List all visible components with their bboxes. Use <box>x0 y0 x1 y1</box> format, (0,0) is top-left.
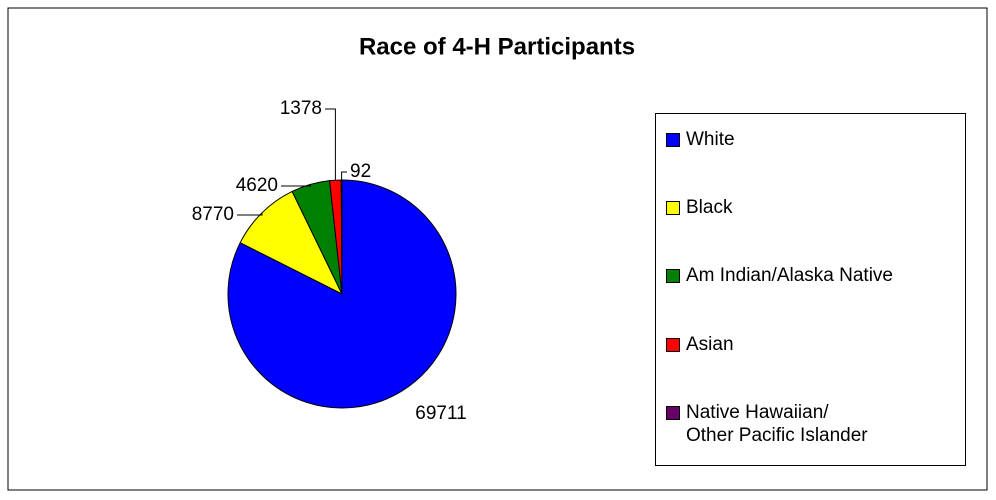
legend-swatch <box>666 201 680 215</box>
legend-label: Native Hawaiian/ Other Pacific Islander <box>686 402 868 446</box>
legend-entry: Asian <box>666 333 734 356</box>
pie-slice <box>227 179 457 409</box>
legend-entry: Native Hawaiian/ Other Pacific Islander <box>666 401 868 447</box>
chart-title: Race of 4-H Participants <box>359 33 635 60</box>
legend-label: White <box>686 129 735 150</box>
data-label: 69711 <box>415 403 466 424</box>
legend-swatch <box>666 269 680 283</box>
legend-entry: White <box>666 128 735 151</box>
legend: White Black Am Indian/Alaska Native Asian Na… <box>655 113 966 466</box>
legend-label: Am Indian/Alaska Native <box>686 265 893 286</box>
legend-swatch <box>666 406 680 420</box>
legend-label: Black <box>686 197 733 218</box>
leader-line <box>325 108 336 181</box>
data-label: 8770 <box>192 204 234 225</box>
leader-line <box>281 184 311 187</box>
legend-swatch <box>666 338 680 352</box>
data-label: 1378 <box>280 98 322 119</box>
data-label: 92 <box>350 161 371 182</box>
legend-entry: Black <box>666 196 732 219</box>
data-label: 4620 <box>236 175 278 196</box>
leader-line <box>237 212 263 216</box>
legend-swatch <box>666 133 680 147</box>
legend-entry: Am Indian/Alaska Native <box>666 264 893 287</box>
legend-label: Asian <box>686 334 734 355</box>
leader-line <box>341 171 347 181</box>
